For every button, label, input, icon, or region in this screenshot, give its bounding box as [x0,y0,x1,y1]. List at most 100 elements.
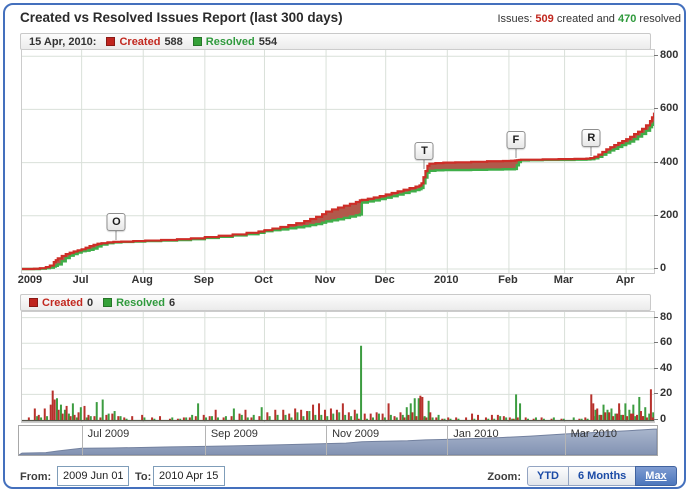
created-bar [524,417,527,420]
resolved-bar [119,416,122,420]
resolved-bar [350,416,353,420]
created-bar [53,399,56,420]
created-bar [43,408,46,420]
created-bar [399,412,402,420]
resolved-bar [614,413,617,420]
navigator-divider [81,426,83,455]
event-flag-f[interactable]: F [506,131,526,150]
resolved-bar [505,417,508,420]
resolved-bar [302,416,305,420]
created-bar [258,416,261,420]
range-navigator[interactable]: Jul 2009 Sep 2009 Nov 2009 Jan 2010 Mar 2010 [17,425,658,456]
created-bar [490,414,493,420]
resolved-bar [191,414,194,420]
resolved-bar [527,418,530,420]
created-bar [238,413,241,420]
zoom-button-6-months[interactable]: 6 Months [568,466,637,486]
x-axis-label: Oct [254,274,273,286]
created-bar [636,414,639,420]
created-bar [294,408,297,420]
resolved-bar [552,417,555,420]
resolved-bar [296,412,299,420]
resolved-bar [542,418,545,420]
created-bar [645,417,648,420]
created-bar [429,412,432,420]
cumulative-chart-plot[interactable] [21,49,656,274]
resolved-bar [143,417,146,420]
zoom-button-ytd[interactable]: YTD [527,466,569,486]
resolved-bar [401,414,404,420]
resolved-bar [427,400,430,420]
resolved-bar [417,398,420,420]
created-bar [323,409,326,420]
created-bar [435,417,438,420]
created-bar [465,417,468,420]
resolved-bar [598,414,601,420]
event-flag-r[interactable]: R [581,129,601,148]
resolved-bar [457,418,460,420]
created-bar [447,417,450,420]
created-bar [288,413,291,420]
resolved-bar [377,413,380,420]
resolved-bar [371,417,374,420]
created-bar [266,412,269,420]
created-bar [105,414,108,420]
created-bar [69,416,72,420]
resolved-bar [260,407,263,420]
created-bar [300,409,303,420]
created-bar [387,403,390,420]
created-bar [471,413,474,420]
created-bar [282,409,285,420]
resolved-bar [36,416,39,420]
flag-stem [515,148,517,159]
created-bar [592,403,595,420]
created-bar [176,418,179,420]
zoom-label: Zoom: [487,471,521,483]
created-value: 588 [164,35,183,48]
created-label: Created [119,35,161,48]
created-bar [194,416,197,420]
resolved-bar [326,416,329,420]
resolved-bar [216,417,219,420]
created-bar [357,418,360,420]
page-title: Created vs Resolved Issues Report (last … [20,10,343,25]
x-axis-label: Mar [553,274,574,286]
resolved-bar [511,418,514,420]
created-bar [202,414,205,420]
resolved-bar [290,417,293,420]
resolved-bar [395,417,398,420]
created-bar [335,409,338,420]
created-bar [375,412,378,420]
created-bar [369,413,372,420]
created-bar [65,405,68,420]
main-chart-tooltip-legend: 15 Apr, 2010: Created 588 Resolved 554 [20,33,651,50]
event-flag-t[interactable]: T [414,142,434,161]
resolved-bar [562,418,565,420]
created-bar [99,417,102,420]
y-axis-tick [654,108,658,110]
created-bar [329,408,332,420]
resolved-swatch-icon [103,298,113,307]
resolved-bar [211,416,214,420]
x-axis-label: Apr [615,274,635,286]
created-bar [117,416,120,420]
daily-bar-chart-plot[interactable] [21,311,657,423]
created-bar [584,417,587,420]
x-axis-label: 2010 [434,274,459,286]
created-bar [159,416,162,420]
x-axis-label: Nov [314,274,336,286]
navigator-divider [564,426,566,455]
resolved-bar [515,394,518,420]
created-bar [502,416,505,420]
resolved-bar [443,418,446,420]
event-flag-o[interactable]: O [106,212,126,231]
from-date-input[interactable] [57,466,129,486]
zoom-button-max[interactable]: Max [635,466,677,486]
issues-summary: Issues: 509 created and 470 resolved [497,13,681,25]
issues-summary-mid: created and [556,13,615,25]
resolved-bar [153,418,156,420]
created-bar [403,417,406,420]
to-date-input[interactable] [153,466,225,486]
resolved-bar [594,409,597,420]
daily-bars [27,345,657,420]
